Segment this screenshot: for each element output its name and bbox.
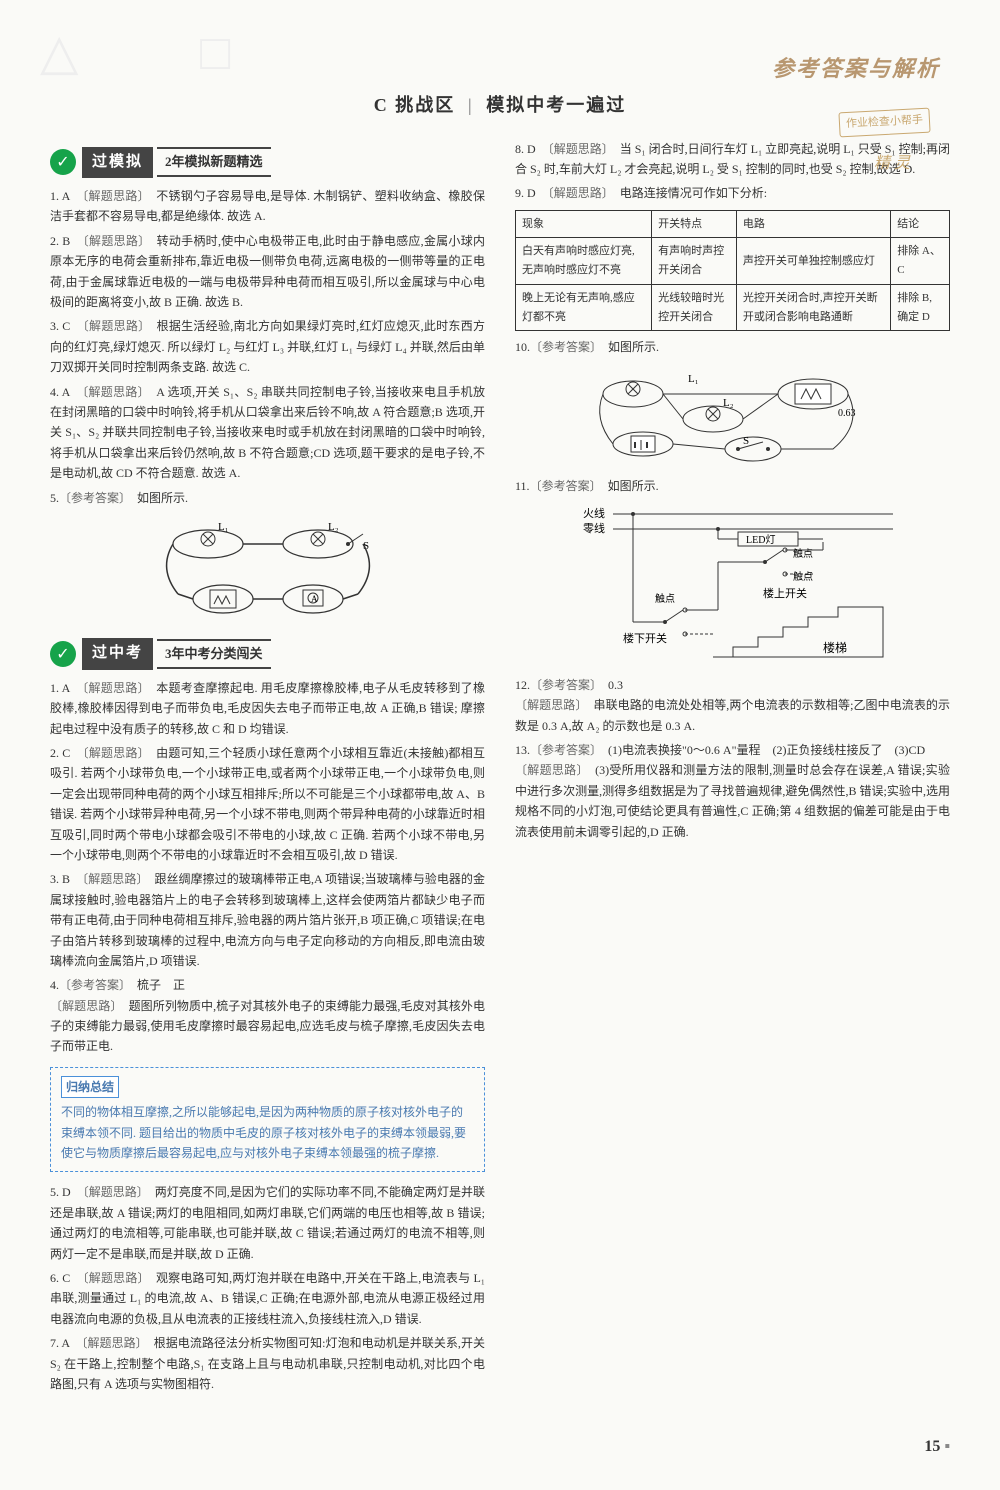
check-icon: ✓ xyxy=(50,641,76,667)
item-1-4: 4. A 〔解题思路〕 A 选项,开关 S₁、S₂ 串联共同控制电子铃,当接收来… xyxy=(50,382,485,484)
th-conclusion: 结论 xyxy=(891,210,950,238)
item-c2-11: 11.〔参考答案〕 如图所示. xyxy=(515,476,950,496)
title-prefix: C 挑战区 xyxy=(374,95,456,115)
th-phenomenon: 现象 xyxy=(516,210,652,238)
svg-text:触点: 触点 xyxy=(655,592,675,605)
item-1-1: 1. A 〔解题思路〕 不锈钢勺子容易导电,是导体. 木制锅铲、塑料收纳盒、橡胶… xyxy=(50,186,485,227)
tab-sub-moni: 2年模拟新题精选 xyxy=(157,147,271,177)
item-c2-10: 10.〔参考答案〕 如图所示. xyxy=(515,337,950,357)
summary-title: 归纳总结 xyxy=(61,1076,119,1098)
cell: 排除 A、C xyxy=(891,238,950,284)
circuit-svg-1: L₁ L₂ S A xyxy=(148,514,388,624)
item-c2-7: 7. A 〔解题思路〕 根据电流路径法分析实物图可知:灯泡和电动机是并联关系,开… xyxy=(50,1333,485,1394)
item-c2-13: 13.〔参考答案〕 (1)电流表换接"0～0.6 A"量程 (2)正负接线柱接反… xyxy=(515,740,950,842)
svg-text:S: S xyxy=(743,435,749,447)
svg-text:LED灯: LED灯 xyxy=(746,534,775,546)
svg-text:L₂: L₂ xyxy=(723,397,734,409)
item-c2-12: 12.〔参考答案〕 0.3〔解题思路〕 串联电路的电流处处相等,两个电流表的示数… xyxy=(515,675,950,736)
title-separator: | xyxy=(468,95,474,115)
section-head-zhongkao: ✓ 过中考 3年中考分类闯关 xyxy=(50,638,485,670)
item-1-5: 5.〔参考答案〕 如图所示. xyxy=(50,488,485,508)
figure-circuit-1: L₁ L₂ S A xyxy=(50,514,485,630)
svg-text:楼上开关: 楼上开关 xyxy=(763,586,807,600)
summary-box: 归纳总结 不同的物体相互摩擦,之所以能够起电,是因为两种物质的原子核对核外电子的… xyxy=(50,1067,485,1173)
stamp-spirit: 精 灵 xyxy=(874,150,910,177)
circuit-svg-10: L₁ L₂ 0.63 S xyxy=(583,364,883,464)
cell: 排除 B,确定 D xyxy=(891,284,950,330)
cell: 有声响时声控开关闭合 xyxy=(652,238,737,284)
th-switch: 开关特点 xyxy=(652,210,737,238)
svg-text:A: A xyxy=(311,594,318,604)
svg-text:零线: 零线 xyxy=(583,521,605,535)
svg-text:L₁: L₁ xyxy=(688,373,699,385)
svg-text:火线: 火线 xyxy=(583,506,605,520)
th-circuit: 电路 xyxy=(736,210,890,238)
cell: 光线较暗时光控开关闭合 xyxy=(652,284,737,330)
svg-text:L₂: L₂ xyxy=(328,521,339,533)
tab-sub-zhongkao: 3年中考分类闯关 xyxy=(157,639,271,669)
content-columns: ✓ 过模拟 2年模拟新题精选 1. A 〔解题思路〕 不锈钢勺子容易导电,是导体… xyxy=(50,139,950,1419)
svg-text:触点: 触点 xyxy=(793,570,813,583)
item-1-2: 2. B 〔解题思路〕 转动手柄时,使中心电极带正电,此时由于静电感应,金属小球… xyxy=(50,231,485,313)
header-title: 参考答案与解析 xyxy=(772,50,940,87)
item-2-2: 2. C 〔解题思路〕 由题可知,三个轻质小球任意两个小球相互靠近(未接触)都相… xyxy=(50,743,485,865)
svg-text:楼梯: 楼梯 xyxy=(823,640,847,655)
check-icon: ✓ xyxy=(50,149,76,175)
cell: 晚上无论有无声响,感应灯都不亮 xyxy=(516,284,652,330)
item-c2-5: 5. D 〔解题思路〕 两灯亮度不同,是因为它们的实际功率不同,不能确定两灯是并… xyxy=(50,1182,485,1264)
item-2-3: 3. B 〔解题思路〕 跟丝绸摩擦过的玻璃棒带正电,A 项错误;当玻璃棒与验电器… xyxy=(50,869,485,971)
bg-decoration: □ xyxy=(200,10,230,95)
item-2-4: 4.〔参考答案〕 梳子 正〔解题思路〕 题图所列物质中,梳子对其核外电子的束缚能… xyxy=(50,975,485,1057)
stamp-helper: 作业检查小帮手 xyxy=(838,108,930,137)
circuit-svg-11: 火线 零线 触点 楼下开关 触点 触点 楼上开关 xyxy=(563,502,903,662)
section-head-moni: ✓ 过模拟 2年模拟新题精选 xyxy=(50,147,485,179)
summary-body: 不同的物体相互摩擦,之所以能够起电,是因为两种物质的原子核对核外电子的束缚本领不… xyxy=(61,1105,466,1160)
tab-moni: 过模拟 xyxy=(82,147,153,179)
cell: 光控开关闭合时,声控开关断开或闭合影响电路通断 xyxy=(736,284,890,330)
svg-text:触点: 触点 xyxy=(793,547,813,560)
cell: 声控开关可单独控制感应灯 xyxy=(736,238,890,284)
analysis-table: 现象 开关特点 电路 结论 白天有声响时感应灯亮,无声响时感应灯不亮 有声响时声… xyxy=(515,210,950,331)
figure-circuit-11: 火线 零线 触点 楼下开关 触点 触点 楼上开关 xyxy=(515,502,950,668)
svg-text:L₁: L₁ xyxy=(218,521,229,533)
svg-text:楼下开关: 楼下开关 xyxy=(623,631,667,645)
figure-circuit-10: L₁ L₂ 0.63 S xyxy=(515,364,950,470)
item-c2-9: 9. D 〔解题思路〕 电路连接情况可作如下分析: xyxy=(515,183,950,203)
item-2-1: 1. A 〔解题思路〕 本题考查摩擦起电. 用毛皮摩擦橡胶棒,电子从毛皮转移到了… xyxy=(50,678,485,739)
item-c2-6: 6. C 〔解题思路〕 观察电路可知,两灯泡并联在电路中,开关在干路上,电流表与… xyxy=(50,1268,485,1329)
page-number: 15 ▪ xyxy=(50,1433,950,1460)
item-1-3: 3. C 〔解题思路〕 根据生活经验,南北方向如果绿灯亮时,红灯应熄灭,此时东西… xyxy=(50,316,485,377)
cell: 白天有声响时感应灯亮,无声响时感应灯不亮 xyxy=(516,238,652,284)
page-decoration: ▪ xyxy=(940,1438,950,1455)
title-suffix: 模拟中考一遍过 xyxy=(486,95,626,115)
tab-zhongkao: 过中考 xyxy=(82,638,153,670)
bg-decoration: △ xyxy=(40,10,78,95)
main-title: C 挑战区 | 模拟中考一遍过 xyxy=(50,90,950,121)
